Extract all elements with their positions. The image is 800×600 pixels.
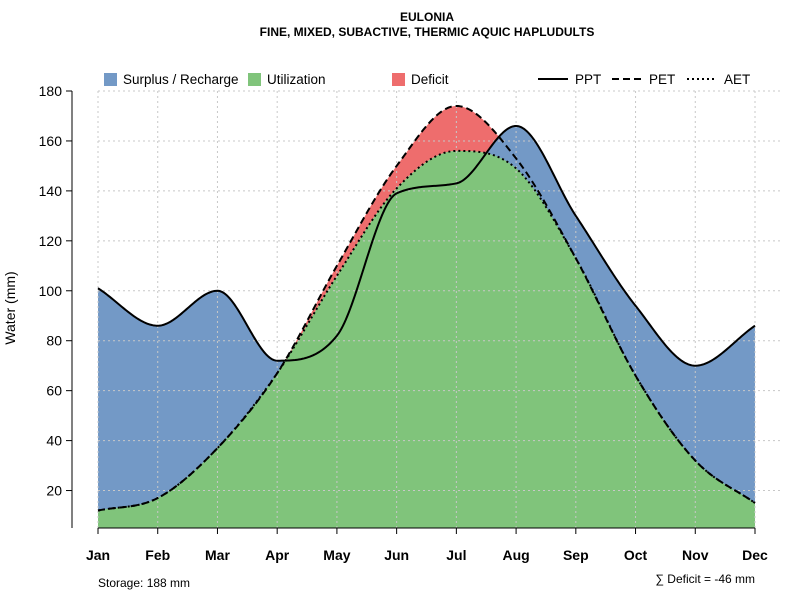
y-tick-label: 20 [46,483,62,499]
x-tick-label: Apr [265,547,290,563]
legend-label: PET [649,72,675,87]
x-tick-label: Nov [682,547,709,563]
y-tick-label: 180 [39,83,63,99]
fill-layers [98,105,755,529]
legend-label: Utilization [267,72,326,87]
chart-subtitle: FINE, MIXED, SUBACTIVE, THERMIC AQUIC HA… [260,25,595,39]
deficit-area [98,105,755,366]
y-tick-label: 140 [39,183,63,199]
series-line-ppt [97,124,756,367]
y-axis-title: Water (mm) [2,271,18,344]
axes: 20 40 60 80 100 120 140 160 180 Jan Feb Mar Apr May Ju… [39,83,768,563]
x-tick-label: Mar [205,547,230,563]
grid-lines [97,90,780,528]
y-tick-label: 100 [39,283,63,299]
series-line-aet [97,149,756,512]
legend-label: AET [724,72,750,87]
legend-label: Surplus / Recharge [123,72,239,87]
chart-title: EULONIA [400,10,454,24]
utilization-area [98,150,755,528]
y-tick-label: 160 [39,133,63,149]
x-tick-label: Oct [624,547,648,563]
legend-label: PPT [575,72,601,87]
legend-swatch [104,73,117,86]
x-tick-label: Feb [145,547,170,563]
legend-swatch [248,73,261,86]
legend: Surplus / Recharge Utilization Deficit PPT P… [104,72,750,87]
x-tick-label: Jan [86,547,110,563]
y-tick-label: 60 [46,383,62,399]
y-tick-label: 40 [46,433,62,449]
legend-label: Deficit [411,72,449,87]
deficit-note: ∑ Deficit = -46 mm [655,572,755,586]
series-lines [97,104,756,512]
x-tick-label: Aug [502,547,529,563]
x-tick-label: Jul [446,547,466,563]
y-tick-label: 120 [39,233,63,249]
x-tick-label: May [323,547,350,563]
y-tick-label: 80 [46,333,62,349]
x-tick-label: Jun [384,547,409,563]
x-tick-label: Sep [563,547,589,563]
legend-swatch [392,73,405,86]
x-tick-label: Dec [742,547,768,563]
storage-note: Storage: 188 mm [98,576,190,590]
